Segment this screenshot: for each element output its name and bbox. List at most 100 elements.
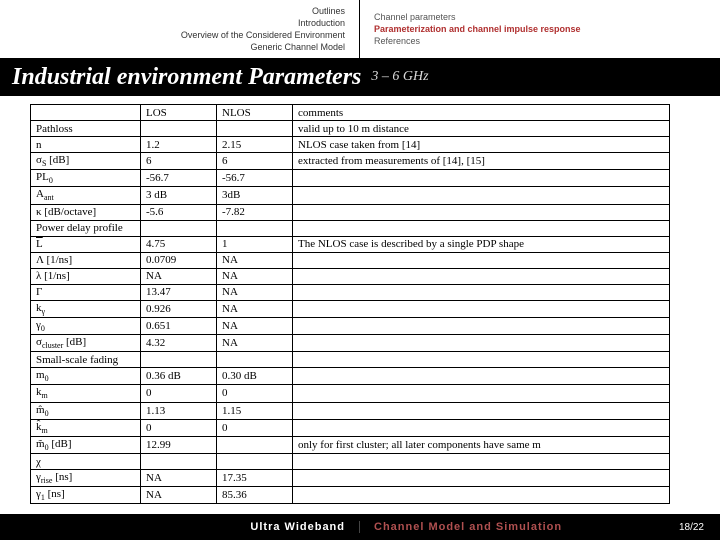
param-name: Λ [1/ns] (31, 252, 141, 268)
param-name: χ (31, 454, 141, 470)
col-header: LOS (141, 105, 217, 121)
los-val: 0 (141, 385, 217, 402)
cell (141, 121, 217, 137)
footer: Ultra Wideband Channel Model and Simulat… (0, 514, 720, 540)
comment (293, 170, 670, 187)
comment (293, 419, 670, 436)
nlos-val: 0 (217, 385, 293, 402)
los-val: 1.13 (141, 402, 217, 419)
los-val: 12.99 (141, 436, 217, 453)
nlos-val: NA (217, 252, 293, 268)
section-comment (293, 352, 670, 368)
slide-subtitle: 3 – 6 GHz (371, 69, 428, 85)
nlos-val: -56.7 (217, 170, 293, 187)
param-name: σcluster [dB] (31, 334, 141, 351)
col-header: NLOS (217, 105, 293, 121)
comment (293, 317, 670, 334)
nav-item[interactable]: Channel parameters (374, 11, 712, 23)
nav-item[interactable]: Generic Channel Model (250, 41, 345, 53)
param-name: σS [dB] (31, 153, 141, 170)
comment (293, 368, 670, 385)
los-val: -5.6 (141, 204, 217, 220)
footer-center: Channel Model and Simulation (360, 521, 663, 533)
comment (293, 300, 670, 317)
nlos-val (217, 454, 293, 470)
header-right-nav: Channel parameters Parameterization and … (360, 0, 720, 58)
comment: NLOS case taken from [14] (293, 137, 670, 153)
comment (293, 454, 670, 470)
los-val: 1.2 (141, 137, 217, 153)
param-name: γ0 (31, 317, 141, 334)
nlos-val: 1 (217, 236, 293, 252)
param-name: PL0 (31, 170, 141, 187)
title-bar: Industrial environment Parameters 3 – 6 … (0, 58, 720, 96)
param-name: km (31, 385, 141, 402)
nlos-val: 3dB (217, 187, 293, 204)
comment (293, 268, 670, 284)
param-name: γrise [ns] (31, 470, 141, 487)
los-val: 0 (141, 419, 217, 436)
nlos-val: NA (217, 334, 293, 351)
col-header (31, 105, 141, 121)
table-container: LOSNLOScommentsPathlossvalid up to 10 m … (0, 96, 720, 504)
param-name: m̃0 [dB] (31, 436, 141, 453)
header-left-nav: Outlines Introduction Overview of the Co… (0, 0, 360, 58)
los-val: NA (141, 268, 217, 284)
page-number: 18/22 (663, 522, 720, 533)
header: Outlines Introduction Overview of the Co… (0, 0, 720, 58)
los-val: 0.36 dB (141, 368, 217, 385)
nav-item[interactable]: Overview of the Considered Environment (181, 29, 345, 41)
comment (293, 204, 670, 220)
nlos-val: 2.15 (217, 137, 293, 153)
los-val: 0.0709 (141, 252, 217, 268)
comment: only for first cluster; all later compon… (293, 436, 670, 453)
col-header: comments (293, 105, 670, 121)
comment (293, 385, 670, 402)
comment (293, 284, 670, 300)
cell (217, 352, 293, 368)
comment: The NLOS case is described by a single P… (293, 236, 670, 252)
cell (217, 121, 293, 137)
section-comment (293, 220, 670, 236)
nav-item[interactable]: References (374, 35, 712, 47)
param-name: λ [1/ns] (31, 268, 141, 284)
los-val: NA (141, 470, 217, 487)
comment (293, 187, 670, 204)
comment (293, 334, 670, 351)
nav-item[interactable]: Introduction (298, 17, 345, 29)
param-name: m0 (31, 368, 141, 385)
nlos-val: 6 (217, 153, 293, 170)
nlos-val: NA (217, 268, 293, 284)
param-name: m̂0 (31, 402, 141, 419)
nav-item-current[interactable]: Parameterization and channel impulse res… (374, 23, 712, 35)
cell (141, 352, 217, 368)
slide-title: Industrial environment Parameters (12, 64, 361, 91)
param-name: kγ (31, 300, 141, 317)
param-name: L (31, 236, 141, 252)
comment (293, 487, 670, 504)
los-val: 0.651 (141, 317, 217, 334)
nav-item[interactable]: Outlines (312, 5, 345, 17)
nlos-val: 0.30 dB (217, 368, 293, 385)
los-val: 3 dB (141, 187, 217, 204)
param-name: k̂m (31, 419, 141, 436)
section-comment: valid up to 10 m distance (293, 121, 670, 137)
los-val: 13.47 (141, 284, 217, 300)
los-val: 6 (141, 153, 217, 170)
nlos-val: 85.36 (217, 487, 293, 504)
cell (141, 220, 217, 236)
param-name: n (31, 137, 141, 153)
param-name: κ [dB/octave] (31, 204, 141, 220)
los-val: 4.32 (141, 334, 217, 351)
comment (293, 470, 670, 487)
los-val: 4.75 (141, 236, 217, 252)
param-name: γ1 [ns] (31, 487, 141, 504)
los-val: NA (141, 487, 217, 504)
los-val: -56.7 (141, 170, 217, 187)
nlos-val (217, 436, 293, 453)
nlos-val: NA (217, 317, 293, 334)
nlos-val: 0 (217, 419, 293, 436)
nlos-val: -7.82 (217, 204, 293, 220)
section-title: Small-scale fading (31, 352, 141, 368)
comment (293, 402, 670, 419)
